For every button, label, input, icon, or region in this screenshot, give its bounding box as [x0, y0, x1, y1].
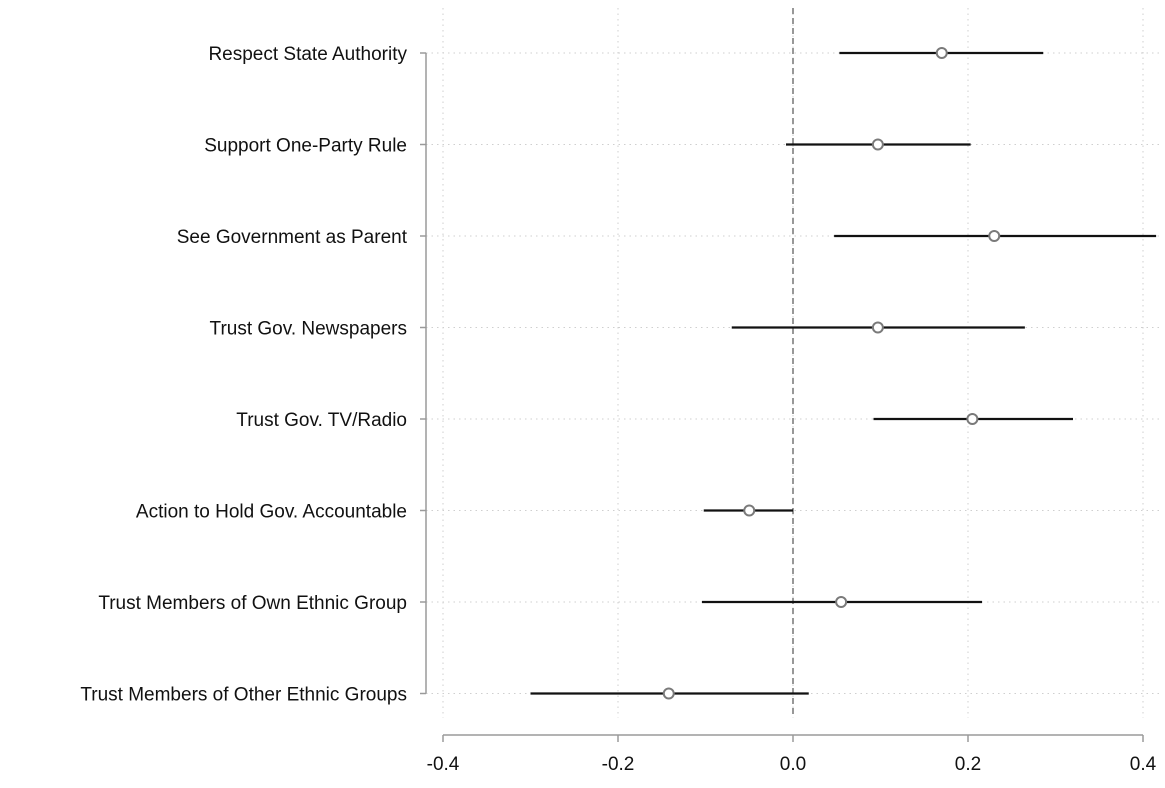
estimate-marker-0: [935, 47, 948, 59]
estimate-marker-4: [966, 413, 979, 425]
category-label-1: Support One-Party Rule: [204, 136, 407, 157]
x-axis-tick-labels: -0.4 -0.2 0.0 0.2 0.4: [427, 754, 1157, 775]
category-label-4: Trust Gov. TV/Radio: [236, 410, 407, 431]
estimate-marker-3: [871, 321, 884, 334]
category-label-0: Respect State Authority: [208, 44, 407, 65]
category-label-2: See Government as Parent: [177, 227, 408, 248]
x-tick-label-2: 0.0: [780, 754, 806, 775]
point-estimates: [662, 47, 1001, 700]
category-label-5: Action to Hold Gov. Accountable: [136, 502, 407, 523]
category-label-7: Trust Members of Other Ethnic Groups: [80, 685, 407, 706]
x-tick-label-3: 0.2: [955, 754, 981, 775]
category-label-3: Trust Gov. Newspapers: [210, 319, 407, 340]
estimate-marker-1: [871, 138, 884, 151]
estimate-marker-7: [662, 687, 675, 700]
x-tick-label-1: -0.2: [602, 754, 635, 775]
category-labels: Respect State Authority Support One-Party…: [80, 44, 407, 706]
estimate-marker-5: [743, 504, 756, 517]
estimate-marker-6: [835, 596, 848, 608]
axes: [420, 52, 1144, 742]
category-label-6: Trust Members of Own Ethnic Group: [98, 593, 407, 614]
estimate-marker-2: [988, 230, 1001, 242]
x-tick-label-4: 0.4: [1130, 754, 1157, 775]
x-tick-label-0: -0.4: [427, 754, 460, 775]
